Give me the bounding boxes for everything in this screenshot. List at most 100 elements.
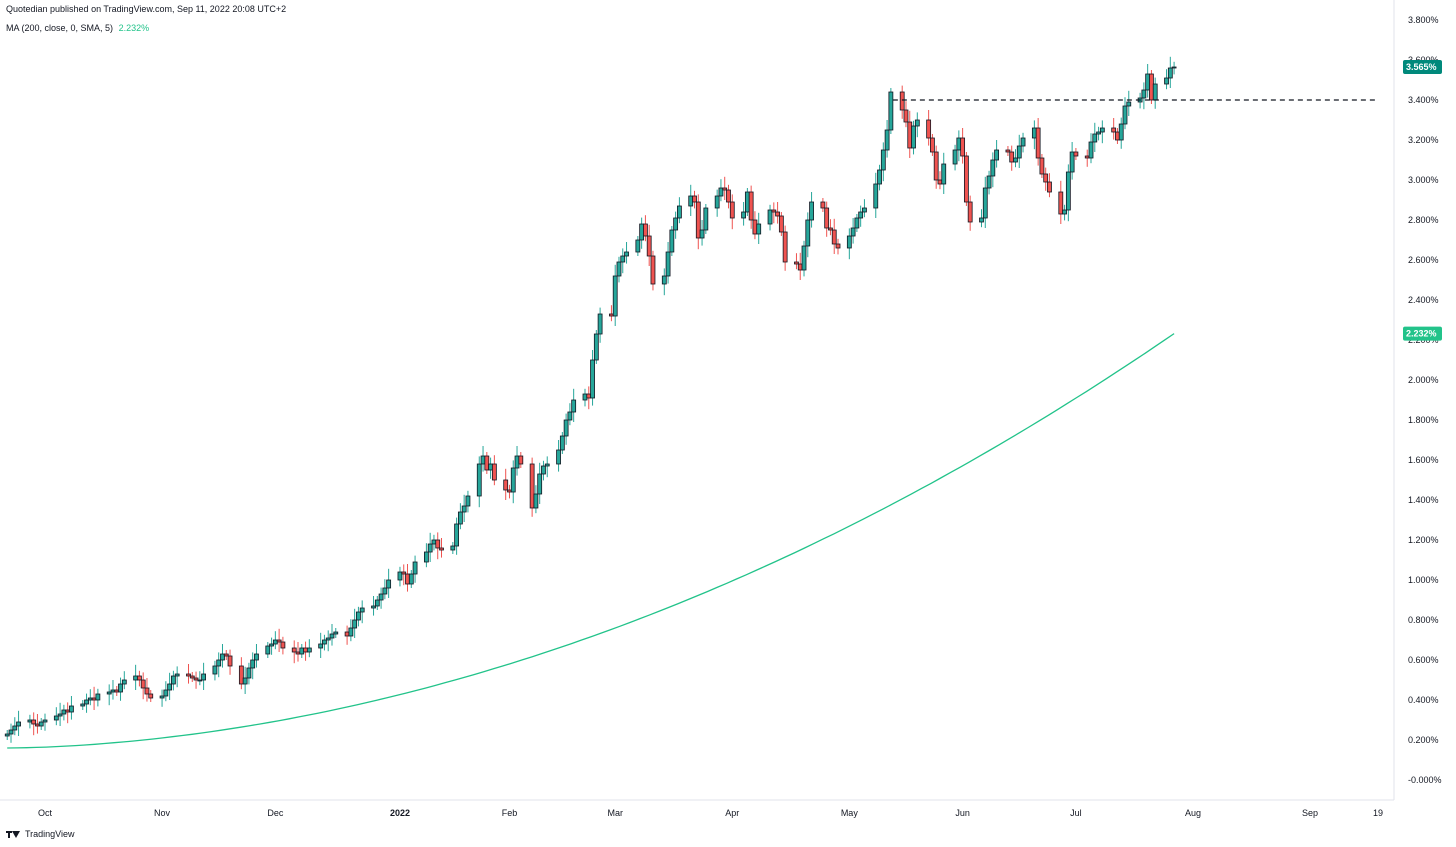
y-tick-label: 1.400% bbox=[1408, 495, 1439, 505]
candle-body bbox=[930, 137, 935, 153]
candle bbox=[1069, 142, 1075, 180]
candle bbox=[137, 670, 142, 687]
candle bbox=[333, 628, 339, 638]
candle bbox=[84, 693, 89, 713]
y-tick-label: 2.800% bbox=[1408, 215, 1439, 225]
candle bbox=[148, 690, 154, 702]
candle bbox=[669, 226, 675, 256]
axis-badges: 3.565% 2.232% bbox=[1403, 60, 1442, 341]
candle bbox=[38, 718, 44, 730]
candle-body bbox=[280, 641, 286, 649]
y-tick-label: 1.600% bbox=[1408, 455, 1439, 465]
candle-body bbox=[242, 677, 248, 685]
candle-body bbox=[756, 223, 762, 235]
candle-body bbox=[782, 231, 788, 263]
x-tick-label: May bbox=[841, 808, 859, 818]
candle-body bbox=[1122, 105, 1128, 125]
candle-body bbox=[197, 679, 203, 682]
candle bbox=[1167, 56, 1173, 88]
candle bbox=[888, 88, 894, 134]
candle bbox=[1164, 69, 1169, 90]
candle-body bbox=[597, 313, 603, 335]
candle bbox=[533, 485, 539, 514]
candle-body bbox=[291, 647, 297, 653]
candle bbox=[862, 199, 867, 218]
candle bbox=[782, 225, 788, 271]
candle-body bbox=[967, 201, 973, 223]
candle bbox=[450, 542, 456, 554]
candle-body bbox=[408, 573, 414, 585]
candle bbox=[291, 640, 297, 664]
candle bbox=[982, 176, 988, 228]
candle bbox=[352, 608, 358, 638]
candle-body bbox=[884, 129, 890, 151]
ma-line-layer bbox=[7, 333, 1175, 749]
candle-body bbox=[771, 209, 777, 213]
candle-body bbox=[189, 675, 195, 679]
candle-body bbox=[1164, 77, 1169, 85]
x-tick-label: Dec bbox=[267, 808, 284, 818]
x-tick-label: Jun bbox=[955, 808, 970, 818]
candle bbox=[1096, 126, 1101, 141]
candle-body bbox=[677, 205, 682, 219]
x-tick-label: Feb bbox=[502, 808, 518, 818]
candle bbox=[246, 662, 252, 685]
candle bbox=[979, 209, 984, 228]
candle bbox=[699, 220, 705, 246]
candle-body bbox=[1016, 145, 1022, 159]
candle bbox=[461, 494, 467, 522]
candle bbox=[265, 642, 271, 658]
candle bbox=[952, 144, 958, 171]
ma-badge-text: 2.232% bbox=[1406, 329, 1437, 339]
candle-body bbox=[397, 571, 403, 581]
candle bbox=[423, 543, 429, 568]
candle bbox=[729, 194, 735, 230]
ma-legend[interactable]: MA (200, close, 0, SMA, 5) 2.232% bbox=[6, 23, 149, 33]
candle bbox=[359, 600, 365, 624]
candle bbox=[16, 710, 21, 736]
candle-body bbox=[620, 255, 626, 263]
candle bbox=[1005, 146, 1011, 156]
candle bbox=[748, 185, 754, 229]
x-tick-label: 19 bbox=[1373, 808, 1383, 818]
candle-body bbox=[382, 587, 388, 595]
y-tick-label: 0.600% bbox=[1408, 655, 1439, 665]
candle bbox=[718, 179, 724, 202]
candle bbox=[465, 490, 471, 513]
candle bbox=[643, 215, 648, 242]
candle bbox=[378, 587, 384, 609]
candle bbox=[1009, 145, 1015, 171]
candle-body bbox=[695, 201, 701, 239]
candle-body bbox=[911, 125, 916, 149]
candle-body bbox=[726, 189, 731, 203]
candle-body bbox=[914, 119, 920, 127]
candle-body bbox=[269, 643, 274, 647]
candle-body bbox=[801, 245, 807, 271]
candle-body bbox=[140, 679, 146, 689]
candle-body bbox=[1088, 141, 1094, 159]
candle bbox=[53, 707, 59, 726]
ma-badge: 2.232% bbox=[1403, 326, 1442, 341]
candle-body bbox=[84, 699, 89, 705]
candle bbox=[563, 413, 569, 445]
candle-body bbox=[212, 665, 218, 675]
candle bbox=[963, 152, 969, 206]
candle bbox=[269, 637, 274, 655]
candle bbox=[703, 204, 709, 234]
candle-body bbox=[986, 175, 992, 189]
candle-body bbox=[386, 579, 392, 589]
y-tick-label: 3.000% bbox=[1408, 175, 1439, 185]
candle bbox=[571, 388, 577, 422]
candle bbox=[850, 218, 856, 244]
candle-body bbox=[163, 689, 169, 697]
candle bbox=[223, 650, 229, 660]
candle bbox=[1141, 82, 1147, 110]
price-badge: 3.565% bbox=[1403, 60, 1442, 74]
candle-body bbox=[643, 223, 648, 237]
tradingview-logo-icon bbox=[6, 830, 22, 839]
candle bbox=[186, 664, 191, 684]
candle bbox=[212, 660, 218, 681]
price-axis-area[interactable] bbox=[1394, 0, 1456, 800]
candle-body bbox=[820, 201, 826, 209]
